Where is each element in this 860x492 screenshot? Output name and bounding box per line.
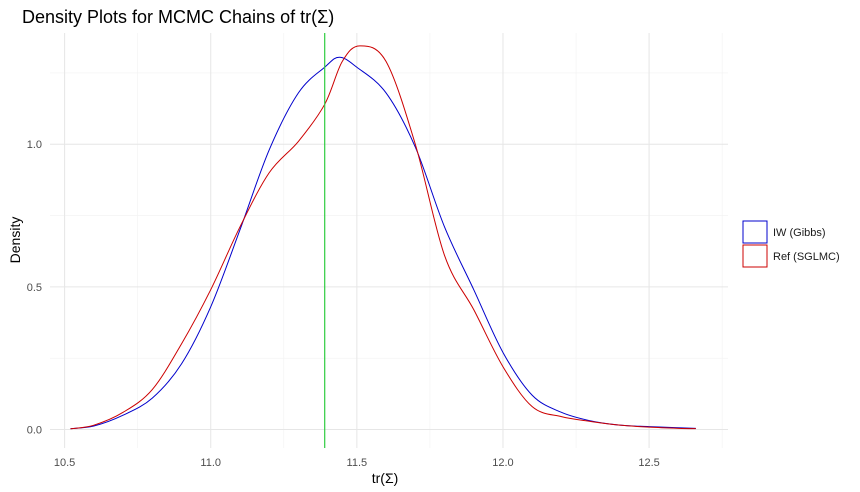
grid-major: [50, 33, 728, 448]
y-axis-ticks: 0.0 0.5 1.0: [27, 139, 42, 436]
legend-key-iw-gibbs: [742, 220, 768, 244]
x-axis-ticks: 10.5 11.0 11.5 12.0 12.5: [54, 457, 660, 469]
y-axis-title: Density: [7, 217, 23, 264]
x-tick-label: 11.5: [347, 457, 368, 469]
series-line-ref-sglmc: [70, 45, 696, 430]
legend-label-iw-gibbs: IW (Gibbs): [773, 227, 826, 239]
legend-label-ref-sglmc: Ref (SGLMC): [773, 251, 840, 263]
legend-key-ref-sglmc: [742, 244, 768, 268]
series-line-iw-gibbs: [70, 56, 696, 430]
y-tick-label: 1.0: [27, 139, 42, 151]
y-tick-label: 0.5: [27, 282, 42, 294]
x-tick-label: 12.0: [492, 457, 513, 469]
y-tick-label: 0.0: [27, 424, 42, 436]
x-axis-title: tr(Σ): [372, 470, 399, 486]
x-tick-label: 11.0: [200, 457, 221, 469]
x-tick-label: 12.5: [638, 457, 659, 469]
chart-title: Density Plots for MCMC Chains of tr(Σ): [22, 7, 334, 27]
legend: IW (Gibbs) Ref (SGLMC): [742, 220, 840, 268]
x-tick-label: 10.5: [54, 457, 75, 469]
series-layer: [70, 45, 696, 430]
grid-minor: [50, 33, 728, 448]
